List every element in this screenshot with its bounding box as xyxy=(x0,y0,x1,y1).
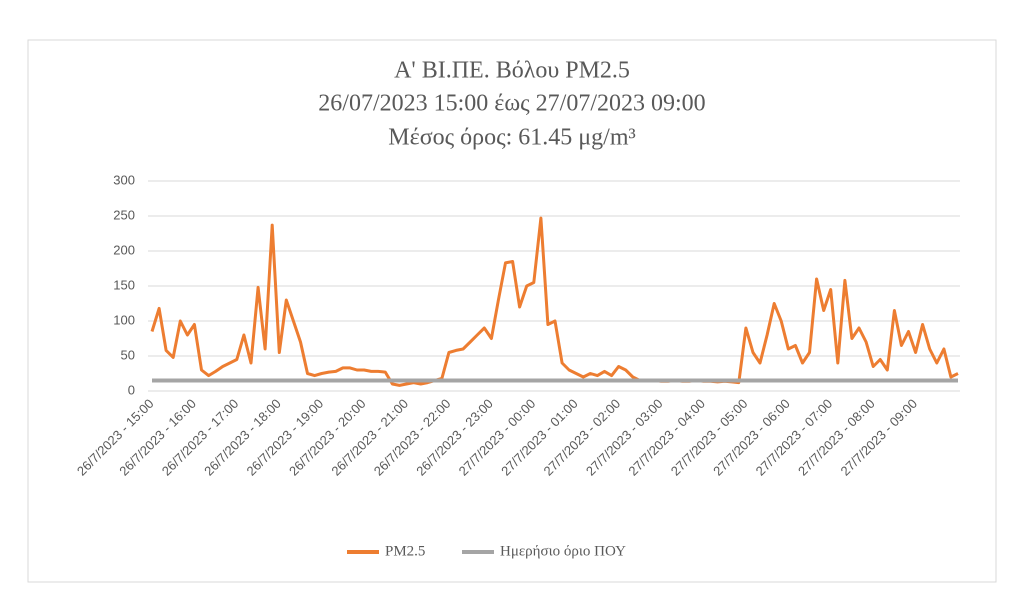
series-line xyxy=(150,216,959,387)
y-tick-label: 200 xyxy=(113,242,135,257)
y-tick-label: 150 xyxy=(113,277,135,292)
legend-label: Ημερήσιο όριο ΠΟΥ xyxy=(500,543,626,559)
y-tick-label: 300 xyxy=(113,172,135,187)
y-tick-label: 50 xyxy=(121,347,135,362)
chart-title: Α' ΒΙ.ΠΕ. Βόλου PM2.5 xyxy=(394,58,630,84)
y-tick-label: 250 xyxy=(113,207,135,222)
y-tick-label: 0 xyxy=(128,382,135,397)
y-tick-label: 100 xyxy=(113,312,135,327)
chart-frame xyxy=(27,39,997,583)
chart-annotation: Μέσος όρος: 61.45 μg/m³ xyxy=(388,125,635,151)
legend-label: PM2.5 xyxy=(385,543,425,559)
chart-subtitle: 26/07/2023 15:00 έως 27/07/2023 09:00 xyxy=(318,91,705,117)
